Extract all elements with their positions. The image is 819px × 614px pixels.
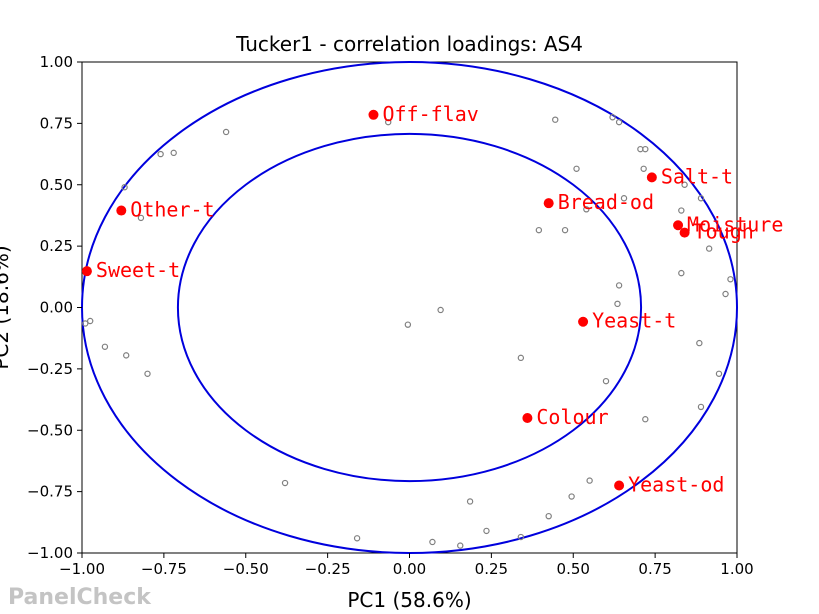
assessor-point [681,181,688,188]
assessor-points [82,114,734,549]
attribute-point [578,316,589,327]
assessor-point [121,184,128,191]
assessor-point [144,370,151,377]
y-tick-label: −0.25 [27,360,73,378]
attribute-point [81,266,92,277]
x-axis-label: PC1 (58.6%) [347,588,471,612]
attribute-points: Off-flav Salt-t Other-t Bread-od MoistureTou… [81,102,783,496]
assessor-point [697,403,705,411]
assessor-point [615,282,623,289]
assessor-point [101,343,109,350]
x-tick-label: −0.25 [305,560,351,578]
reference-circle-1 [176,132,643,483]
assessor-point [727,276,734,283]
attribute-label: Tough [694,220,754,244]
assessor-point [404,321,412,328]
assessor-point [615,118,623,126]
y-tick-label: 1.00 [40,53,73,71]
y-axis-label: PC2 (18.6%) [0,245,13,369]
assessor-point [222,128,230,136]
assessor-point [170,149,177,157]
x-tick-label: 0.50 [557,560,590,578]
attribute-label: Moisture [687,212,783,236]
x-tick-label: 0.75 [638,560,671,578]
assessor-point [483,527,490,535]
assessor-point [678,269,685,277]
assessor-point [705,245,713,252]
assessor-point [697,195,705,202]
y-axis-ticks: −1.00 −0.75 −0.50 −0.25 0.00 0.25 0.50 0.75 1.00 [27,53,82,562]
y-tick-label: 0.00 [40,299,73,317]
assessor-point [678,207,685,214]
attribute-point [614,480,625,491]
y-tick-label: −1.00 [27,544,73,562]
assessor-point [137,214,145,222]
attribute-point [368,109,379,120]
attribute-label: Yeast-od [628,472,724,496]
x-tick-label: −1.00 [59,560,105,578]
attribute-point [673,220,684,231]
assessor-point [715,370,723,377]
y-tick-label: −0.75 [27,483,73,501]
attribute-point [116,205,127,216]
assessor-point [429,538,436,546]
assessor-point [722,290,729,298]
panelcheck-watermark: PanelCheck [8,585,151,610]
assessor-point [437,306,444,314]
assessor-point [157,150,164,158]
attribute-label: Yeast-t [592,309,676,333]
y-tick-label: −0.50 [27,421,73,439]
x-axis-ticks: −1.00 −0.75 −0.50 −0.25 0.00 0.25 0.50 0.75 1.00 [59,553,754,578]
x-tick-label: −0.50 [223,560,269,578]
assessor-point [696,339,703,347]
assessor-point [583,206,590,213]
assessor-point [642,145,649,153]
x-tick-label: −0.75 [141,560,187,578]
assessor-point [466,498,474,505]
assessor-point [568,493,575,500]
x-tick-label: 0.00 [393,560,426,578]
assessor-point [86,317,94,325]
y-tick-label: 0.50 [40,176,73,194]
attribute-point [522,412,533,423]
assessor-point [535,226,543,234]
y-tick-label: 0.25 [40,237,73,255]
assessor-point [545,512,552,520]
attribute-point [646,172,657,183]
attribute-label: Salt-t [661,164,733,188]
assessor-point [586,477,593,484]
assessor-point [82,320,89,327]
x-tick-label: 0.25 [475,560,508,578]
assessor-point [457,542,464,549]
assessor-point [609,114,616,121]
assessor-point [614,300,621,308]
x-tick-label: 1.00 [720,560,753,578]
assessor-point [281,479,289,487]
attribute-point [679,227,690,238]
y-tick-label: 0.75 [40,114,73,132]
attribute-label: Sweet-t [96,258,180,282]
assessor-point [123,352,130,359]
assessor-point [642,416,649,423]
assessor-point [561,226,569,234]
attribute-label: Colour [536,405,608,429]
assessor-point [385,118,392,126]
assessor-point [353,535,361,542]
assessor-point [552,116,559,123]
assessor-point [573,165,580,172]
assessor-point [517,533,525,541]
attribute-point [543,198,554,209]
chart-title: Tucker1 - correlation loadings: AS4 [235,32,583,56]
attribute-label: Off-flav [382,102,478,126]
attribute-label: Other-t [130,198,214,222]
assessor-point [517,354,525,362]
assessor-point [602,377,610,385]
attribute-label: Bread-od [558,190,654,214]
assessor-point [620,195,628,202]
assessor-point [640,165,647,172]
